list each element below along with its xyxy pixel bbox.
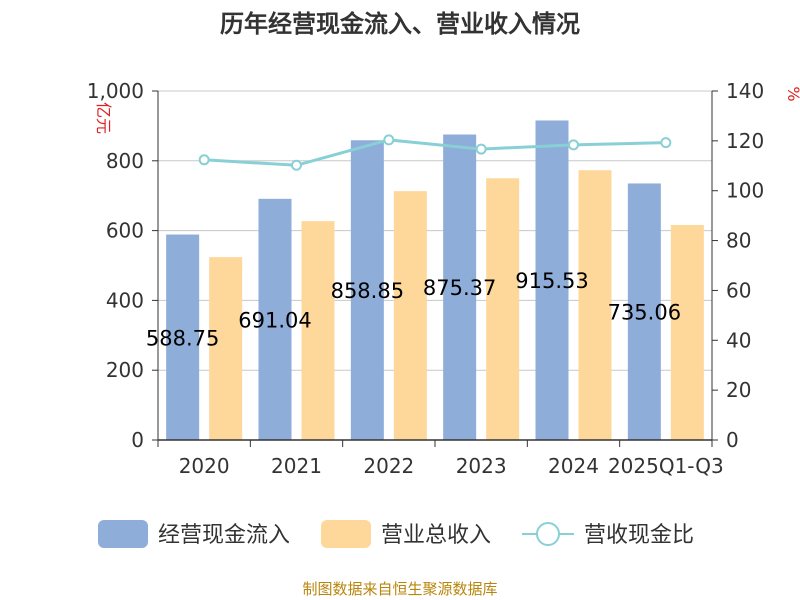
- ratio-point: [291, 159, 302, 171]
- cash-inflow-data-label: 588.75: [146, 326, 219, 350]
- legend-label-revenue: 营业总收入: [381, 523, 491, 548]
- cash-inflow-data-label: 858.85: [331, 279, 404, 303]
- chart-title: 历年经营现金流入、营业收入情况: [220, 10, 580, 38]
- revenue-bar: [670, 225, 704, 440]
- legend-label-ratio: 营收现金比: [584, 523, 694, 548]
- x-axis-tick-label: 2020: [179, 454, 230, 478]
- cash-inflow-bar: [258, 198, 292, 440]
- right-axis-tick-label: 80: [726, 229, 751, 253]
- left-axis-tick-label: 200: [106, 358, 144, 382]
- left-axis-tick-label: 800: [106, 149, 144, 173]
- legend: 经营现金流入 营业总收入 营收现金比: [98, 520, 694, 548]
- cash-inflow-bar: [443, 134, 477, 441]
- source-note: 制图数据来自恒生聚源数据库: [302, 580, 497, 598]
- right-axis-tick-label: 40: [726, 328, 751, 352]
- cash-inflow-data-label: 875.37: [423, 276, 496, 300]
- left-axis-tick-label: 600: [106, 219, 144, 243]
- x-axis-tick-label: 2024: [548, 454, 599, 478]
- legend-label-cash-inflow: 经营现金流入: [158, 523, 290, 548]
- right-axis-tick-label: 60: [726, 278, 751, 302]
- axes: 0 200 400 600 800 1,000 0 20 40 60 80 100 120 140 2020…: [87, 79, 764, 478]
- ratio-line: [204, 138, 666, 167]
- revenue-bar: [578, 170, 612, 440]
- revenue-bar: [486, 178, 520, 440]
- ratio-point: [198, 154, 210, 166]
- right-axis-tick-label: 0: [726, 428, 739, 452]
- cash-inflow-data-label: 735.06: [608, 301, 681, 325]
- revenue-bar: [393, 191, 427, 440]
- right-axis-tick-label: 20: [726, 378, 751, 402]
- cash-inflow-bar: [166, 234, 200, 440]
- left-axis-unit: 亿元: [94, 102, 113, 134]
- x-axis-tick-label: 2022: [363, 454, 414, 478]
- right-axis-unit: %: [784, 86, 800, 101]
- cash-inflow-bar: [627, 183, 661, 441]
- ratio-point: [475, 143, 487, 155]
- cash-inflow-data-label: 915.53: [515, 269, 588, 293]
- cash-inflow-data-label: 691.04: [238, 308, 311, 332]
- legend-swatch-revenue: [321, 520, 371, 548]
- legend-swatch-ratio-marker: [536, 522, 560, 546]
- left-axis-tick-label: 0: [131, 428, 144, 452]
- right-axis-tick-label: 120: [726, 129, 764, 153]
- ratio-point: [568, 139, 579, 151]
- left-axis-tick-label: 400: [106, 288, 144, 312]
- gridlines: [158, 90, 712, 371]
- x-axis-tick-label: 2021: [271, 454, 322, 478]
- revenue-bar: [209, 257, 243, 440]
- left-axis-tick-label: 1,000: [87, 79, 144, 103]
- cash-inflow-bar: [350, 140, 384, 440]
- revenue-bar: [301, 221, 335, 440]
- x-axis-tick-label: 2023: [456, 454, 507, 478]
- legend-swatch-cash-inflow: [98, 520, 148, 548]
- ratio-point: [383, 134, 395, 146]
- right-axis-tick-label: 100: [726, 179, 764, 203]
- right-axis-tick-label: 140: [726, 79, 764, 103]
- ratio-point: [660, 137, 672, 149]
- bars: [166, 120, 704, 441]
- x-axis-tick-label: 2025Q1-Q3: [608, 454, 724, 478]
- cash-inflow-bar: [535, 120, 569, 440]
- ratio-line-series: [198, 134, 672, 171]
- data-labels: 588.75 691.04 858.85 875.37 915.53 735.06: [146, 269, 681, 350]
